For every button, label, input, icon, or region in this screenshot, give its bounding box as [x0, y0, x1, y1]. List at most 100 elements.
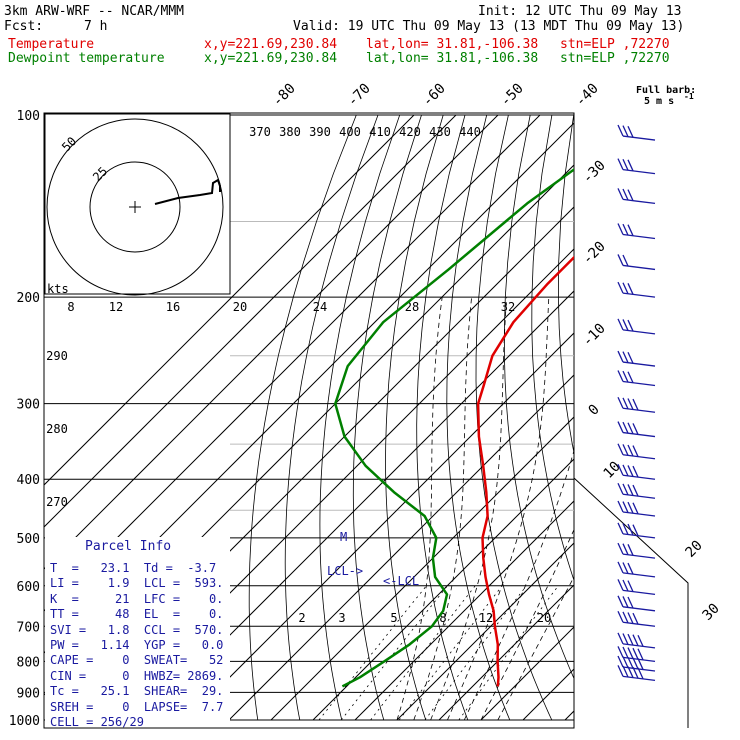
wind-barb-flag: [617, 595, 624, 608]
dry-adiabat: [658, 115, 740, 720]
wind-barb-flag: [627, 465, 634, 477]
pressure-tick-label: 400: [17, 473, 40, 488]
wind-barb-shaft: [622, 407, 656, 413]
mixing-ratio-label: 32: [501, 300, 515, 314]
wind-barb: [617, 522, 656, 539]
wind-barb-shaft: [622, 621, 656, 627]
isotherm: [44, 114, 457, 528]
theta-label: 420: [399, 125, 421, 139]
parcel-row: TT = 48 EL = 0.: [50, 607, 224, 622]
dry-adiabat: [284, 114, 379, 721]
dewpoint-legend: Dewpoint temperature: [8, 51, 165, 66]
wind-barb-flag: [627, 444, 634, 457]
wind-barb: [617, 254, 656, 271]
mixing-ratio-label: 8: [67, 300, 74, 314]
wind-barb-shaft: [622, 474, 656, 480]
wind-barb-flag: [627, 125, 634, 138]
wind-barb-flag: [617, 522, 624, 535]
isotherm-label: -50: [498, 81, 527, 110]
mixing-ratio-label: 3: [338, 611, 345, 625]
wind-barb-flag: [627, 398, 634, 410]
hodograph-trace: [154, 178, 221, 205]
theta-label: 370: [249, 125, 271, 139]
temperature-station: stn=ELP ,72270: [560, 37, 670, 52]
parcel-info-box: Parcel Info T = 23.1 Td = -3.7 LI = 1.9 …: [45, 537, 230, 729]
dry-adiabat: [248, 114, 357, 721]
isotherm: [396, 542, 574, 721]
wind-barb-shaft: [622, 168, 656, 175]
wind-barb: [617, 482, 656, 499]
wind-barb-flag: [632, 666, 639, 679]
wind-barb-flag: [617, 421, 624, 433]
dry-adiabat: [475, 114, 553, 721]
barb-legend-title: Full barb:: [636, 85, 696, 96]
temperature-latlon: lat,lon= 31.81,-106.38: [366, 37, 539, 52]
wind-barb-flag: [627, 224, 634, 236]
wind-barb-flag: [627, 159, 634, 172]
forecast-hour: 7 h: [84, 19, 108, 34]
wind-barb-flag: [622, 421, 629, 434]
wind-barb: [617, 124, 656, 141]
wind-barb: [617, 188, 656, 205]
wind-barb-shaft: [622, 589, 656, 596]
wind-barb-flag: [632, 612, 639, 625]
wind-barb-flag: [627, 371, 634, 383]
wind-barb-shaft: [622, 454, 656, 460]
wind-barb-flag: [622, 596, 629, 608]
wind-barb-flag: [617, 542, 624, 555]
wind-barbs: Full barb:5 m s -1: [617, 85, 696, 682]
wind-barb-flag: [627, 351, 634, 364]
isotherm: [44, 114, 541, 612]
wind-barb: [617, 281, 656, 298]
dewpoint-latlon: lat,lon= 31.81,-106.38: [366, 51, 539, 66]
theta-label: 440: [459, 125, 481, 139]
model-title: 3km ARW-WRF -- NCAR/MMM: [4, 4, 185, 19]
wind-barb-flag: [627, 647, 634, 659]
isotherm-label: -30: [580, 158, 609, 187]
pressure-tick-label: 300: [17, 398, 40, 413]
wind-barb-flag: [617, 561, 624, 574]
moist-adiabat: [497, 575, 574, 721]
wind-barb-flag: [632, 634, 639, 646]
mixing-ratio-label: 24: [313, 300, 327, 314]
mixing-ratio-label: 8: [439, 611, 446, 625]
mixing-ratio-label: 5: [390, 611, 397, 625]
wind-barb-flag: [632, 647, 639, 660]
parcel-row: T = 23.1 Td = -3.7: [50, 561, 217, 575]
theta-label: 410: [369, 125, 391, 139]
wind-barb-flag: [622, 397, 629, 410]
pressure-tick-label: 800: [17, 655, 40, 670]
dry-adiabat: [385, 114, 444, 721]
wind-barb: [617, 655, 656, 672]
plot-frame: [43, 112, 575, 729]
valid-time: Valid: 19 UTC Thu 09 May 13 (13 MDT Thu …: [293, 19, 685, 34]
pressure-tick-label: 700: [17, 620, 40, 635]
dry-adiabat: [681, 115, 740, 720]
isotherm: [564, 710, 574, 721]
wind-barb-flag: [617, 254, 624, 266]
wind-barb-flag: [617, 223, 624, 235]
wind-barb-flag: [617, 632, 624, 645]
wind-barb-flag: [627, 580, 634, 592]
wind-barb: [617, 318, 656, 335]
wind-barb-flag: [622, 665, 629, 678]
isotherm: [228, 374, 574, 721]
dry-adiabat: [610, 115, 740, 720]
parcel-row: SVI = 1.8 CCL = 570.: [50, 622, 224, 637]
lfc-marker: M: [340, 530, 347, 544]
parcel-row: K = 21 LFC = 0.: [50, 591, 224, 606]
theta-label: 430: [429, 125, 451, 139]
isotherm: [354, 500, 574, 721]
wind-barb-flag: [617, 397, 624, 409]
hodograph-unit: kts: [47, 282, 69, 296]
moist-adiabat: [396, 297, 443, 721]
isotherm: [44, 114, 499, 570]
isotherm: [44, 114, 415, 486]
mixing-ratio-line: [458, 585, 559, 721]
isotherm-label: -40: [573, 81, 602, 110]
wind-barb-flag: [627, 484, 634, 496]
dewpoint-station: stn=ELP ,72270: [560, 51, 670, 66]
lcl-right-annotation: <-LCL: [383, 574, 419, 588]
wind-barb-flag: [622, 483, 629, 496]
